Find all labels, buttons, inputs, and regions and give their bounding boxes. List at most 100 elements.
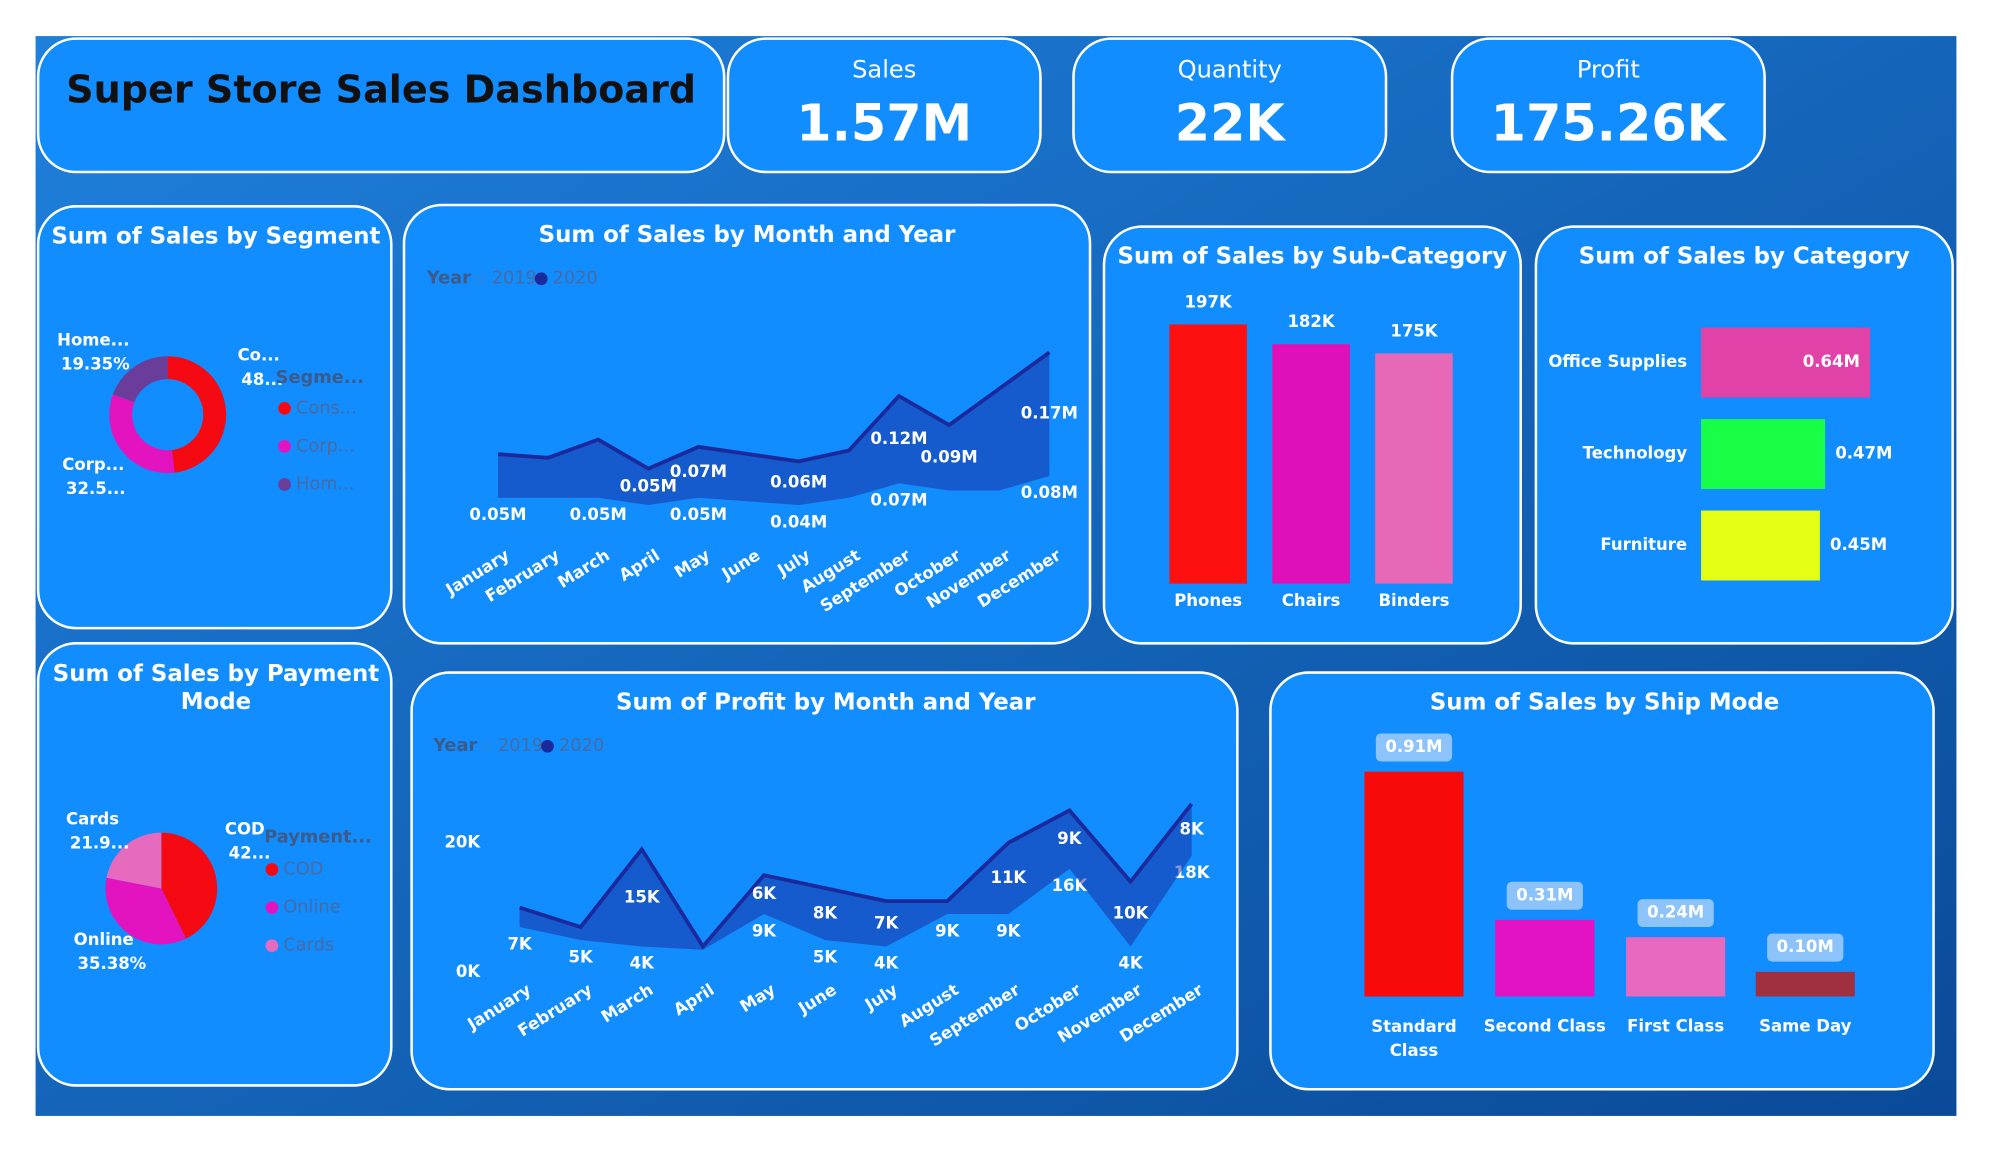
callout-value: 42...	[229, 844, 271, 863]
x-tick-label: Chairs	[1282, 591, 1341, 610]
legend-dot	[278, 478, 291, 491]
panel	[1450, 37, 1766, 174]
kpi-value: 1.57M	[796, 93, 972, 152]
callout-value: 48...	[241, 370, 283, 389]
data-label: 0.06M	[770, 473, 827, 492]
slice	[161, 832, 218, 939]
slice	[106, 832, 162, 889]
line	[497, 350, 1051, 471]
dashboard-title: Super Store Sales Dashboard	[66, 67, 696, 111]
data-label: 0.08M	[1021, 483, 1078, 502]
legend-dot	[278, 440, 291, 453]
data-label: 4K	[874, 954, 899, 973]
data-label: 8K	[1180, 819, 1205, 838]
y-tick-label: 0K	[456, 962, 481, 981]
data-label: 8K	[813, 904, 838, 923]
x-tick-label: Second Class	[1484, 1016, 1606, 1035]
panel	[402, 203, 1092, 645]
bar	[1626, 937, 1726, 997]
legend-label: Hom...	[296, 474, 354, 495]
legend-label: 2019	[498, 735, 543, 756]
panel	[1072, 37, 1388, 174]
chart-title: Sum of Sales by Category	[1579, 244, 1910, 270]
text-line: Mode	[181, 688, 251, 714]
bar	[1272, 344, 1350, 584]
data-label: 182K	[1287, 312, 1335, 331]
legend-dot	[265, 939, 279, 953]
x-tick-label: Standard Class	[1371, 1016, 1457, 1059]
x-tick-label: First Class	[1627, 1016, 1724, 1035]
data-label: 5K	[813, 947, 838, 966]
chart-title: Sum of Sales by Payment Mode	[53, 660, 379, 714]
label-box	[1506, 881, 1583, 910]
data-label: 0.12M	[870, 429, 927, 448]
callout-label: Co...	[238, 346, 280, 365]
area	[519, 803, 1192, 950]
bar	[1701, 327, 1871, 398]
panel	[410, 671, 1239, 1091]
data-label: 0.05M	[570, 505, 627, 524]
data-label: 11K	[990, 868, 1027, 887]
data-label: 9K	[996, 921, 1021, 940]
data-label: 0.10M	[1777, 937, 1834, 956]
data-label: 6K	[752, 884, 777, 903]
legend-dot	[541, 739, 554, 753]
slice	[105, 877, 187, 945]
legend-title: Segme...	[276, 367, 364, 388]
callout-value: 35.38%	[77, 954, 146, 973]
bar	[1701, 510, 1820, 581]
callout-label: Online	[74, 930, 134, 949]
data-label: 0.64M	[1803, 352, 1860, 371]
label-box	[1375, 733, 1453, 762]
text-line: Standard	[1371, 1016, 1457, 1035]
callout-label: Corp...	[62, 455, 124, 474]
data-label: 7K	[507, 934, 532, 953]
y-tick-label: Office Supplies	[1548, 352, 1687, 371]
data-label: 0.91M	[1385, 737, 1442, 756]
legend-dot	[534, 272, 548, 286]
legend-label: 2020	[559, 735, 604, 756]
y-tick-label: 20K	[444, 832, 481, 851]
legend-label: Cons...	[296, 397, 357, 418]
legend-label: 2020	[553, 268, 598, 289]
data-label: 0.07M	[870, 490, 927, 509]
legend-label: Corp...	[296, 435, 355, 456]
slice	[167, 356, 227, 473]
data-label: 0.47M	[1835, 444, 1892, 463]
chart-title: Sum of Profit by Month and Year	[616, 690, 1036, 716]
callout-label: Cards	[66, 809, 119, 828]
bar	[1169, 324, 1247, 584]
legend-label: Cards	[283, 935, 334, 956]
panel	[726, 37, 1042, 174]
area	[498, 475, 1050, 535]
kpi-label: Sales	[852, 55, 916, 83]
data-label: 9K	[935, 921, 960, 940]
panel	[36, 642, 393, 1087]
title-panel	[36, 37, 726, 174]
bar	[1755, 971, 1855, 997]
chart-title: Sum of Sales by Ship Mode	[1430, 690, 1779, 716]
callout-value: 19.35%	[61, 355, 130, 374]
kpi-value: 175.26K	[1491, 93, 1728, 152]
legend-dot	[473, 272, 487, 286]
y-tick-label: Technology	[1583, 444, 1688, 463]
callout-value: 21.9...	[70, 834, 130, 853]
data-label: 175K	[1390, 321, 1438, 340]
x-tick-label: Phones	[1174, 591, 1242, 610]
line	[519, 802, 1194, 950]
label-box	[1767, 933, 1844, 962]
chart-title: Sum of Sales by Month and Year	[539, 222, 956, 248]
bar	[1364, 771, 1464, 997]
kpi-label: Profit	[1577, 55, 1640, 83]
legend-dot	[278, 401, 291, 415]
text-line: Sum of Sales by Payment	[53, 660, 379, 686]
data-label: 0.05M	[670, 505, 727, 524]
data-label: 4K	[1118, 954, 1143, 973]
callout-value: 32.5...	[66, 479, 126, 498]
label-box	[1637, 899, 1714, 928]
callout-label: COD	[225, 820, 265, 839]
data-label: 0.24M	[1647, 903, 1704, 922]
area	[519, 855, 1192, 973]
data-label: 15K	[624, 887, 661, 906]
